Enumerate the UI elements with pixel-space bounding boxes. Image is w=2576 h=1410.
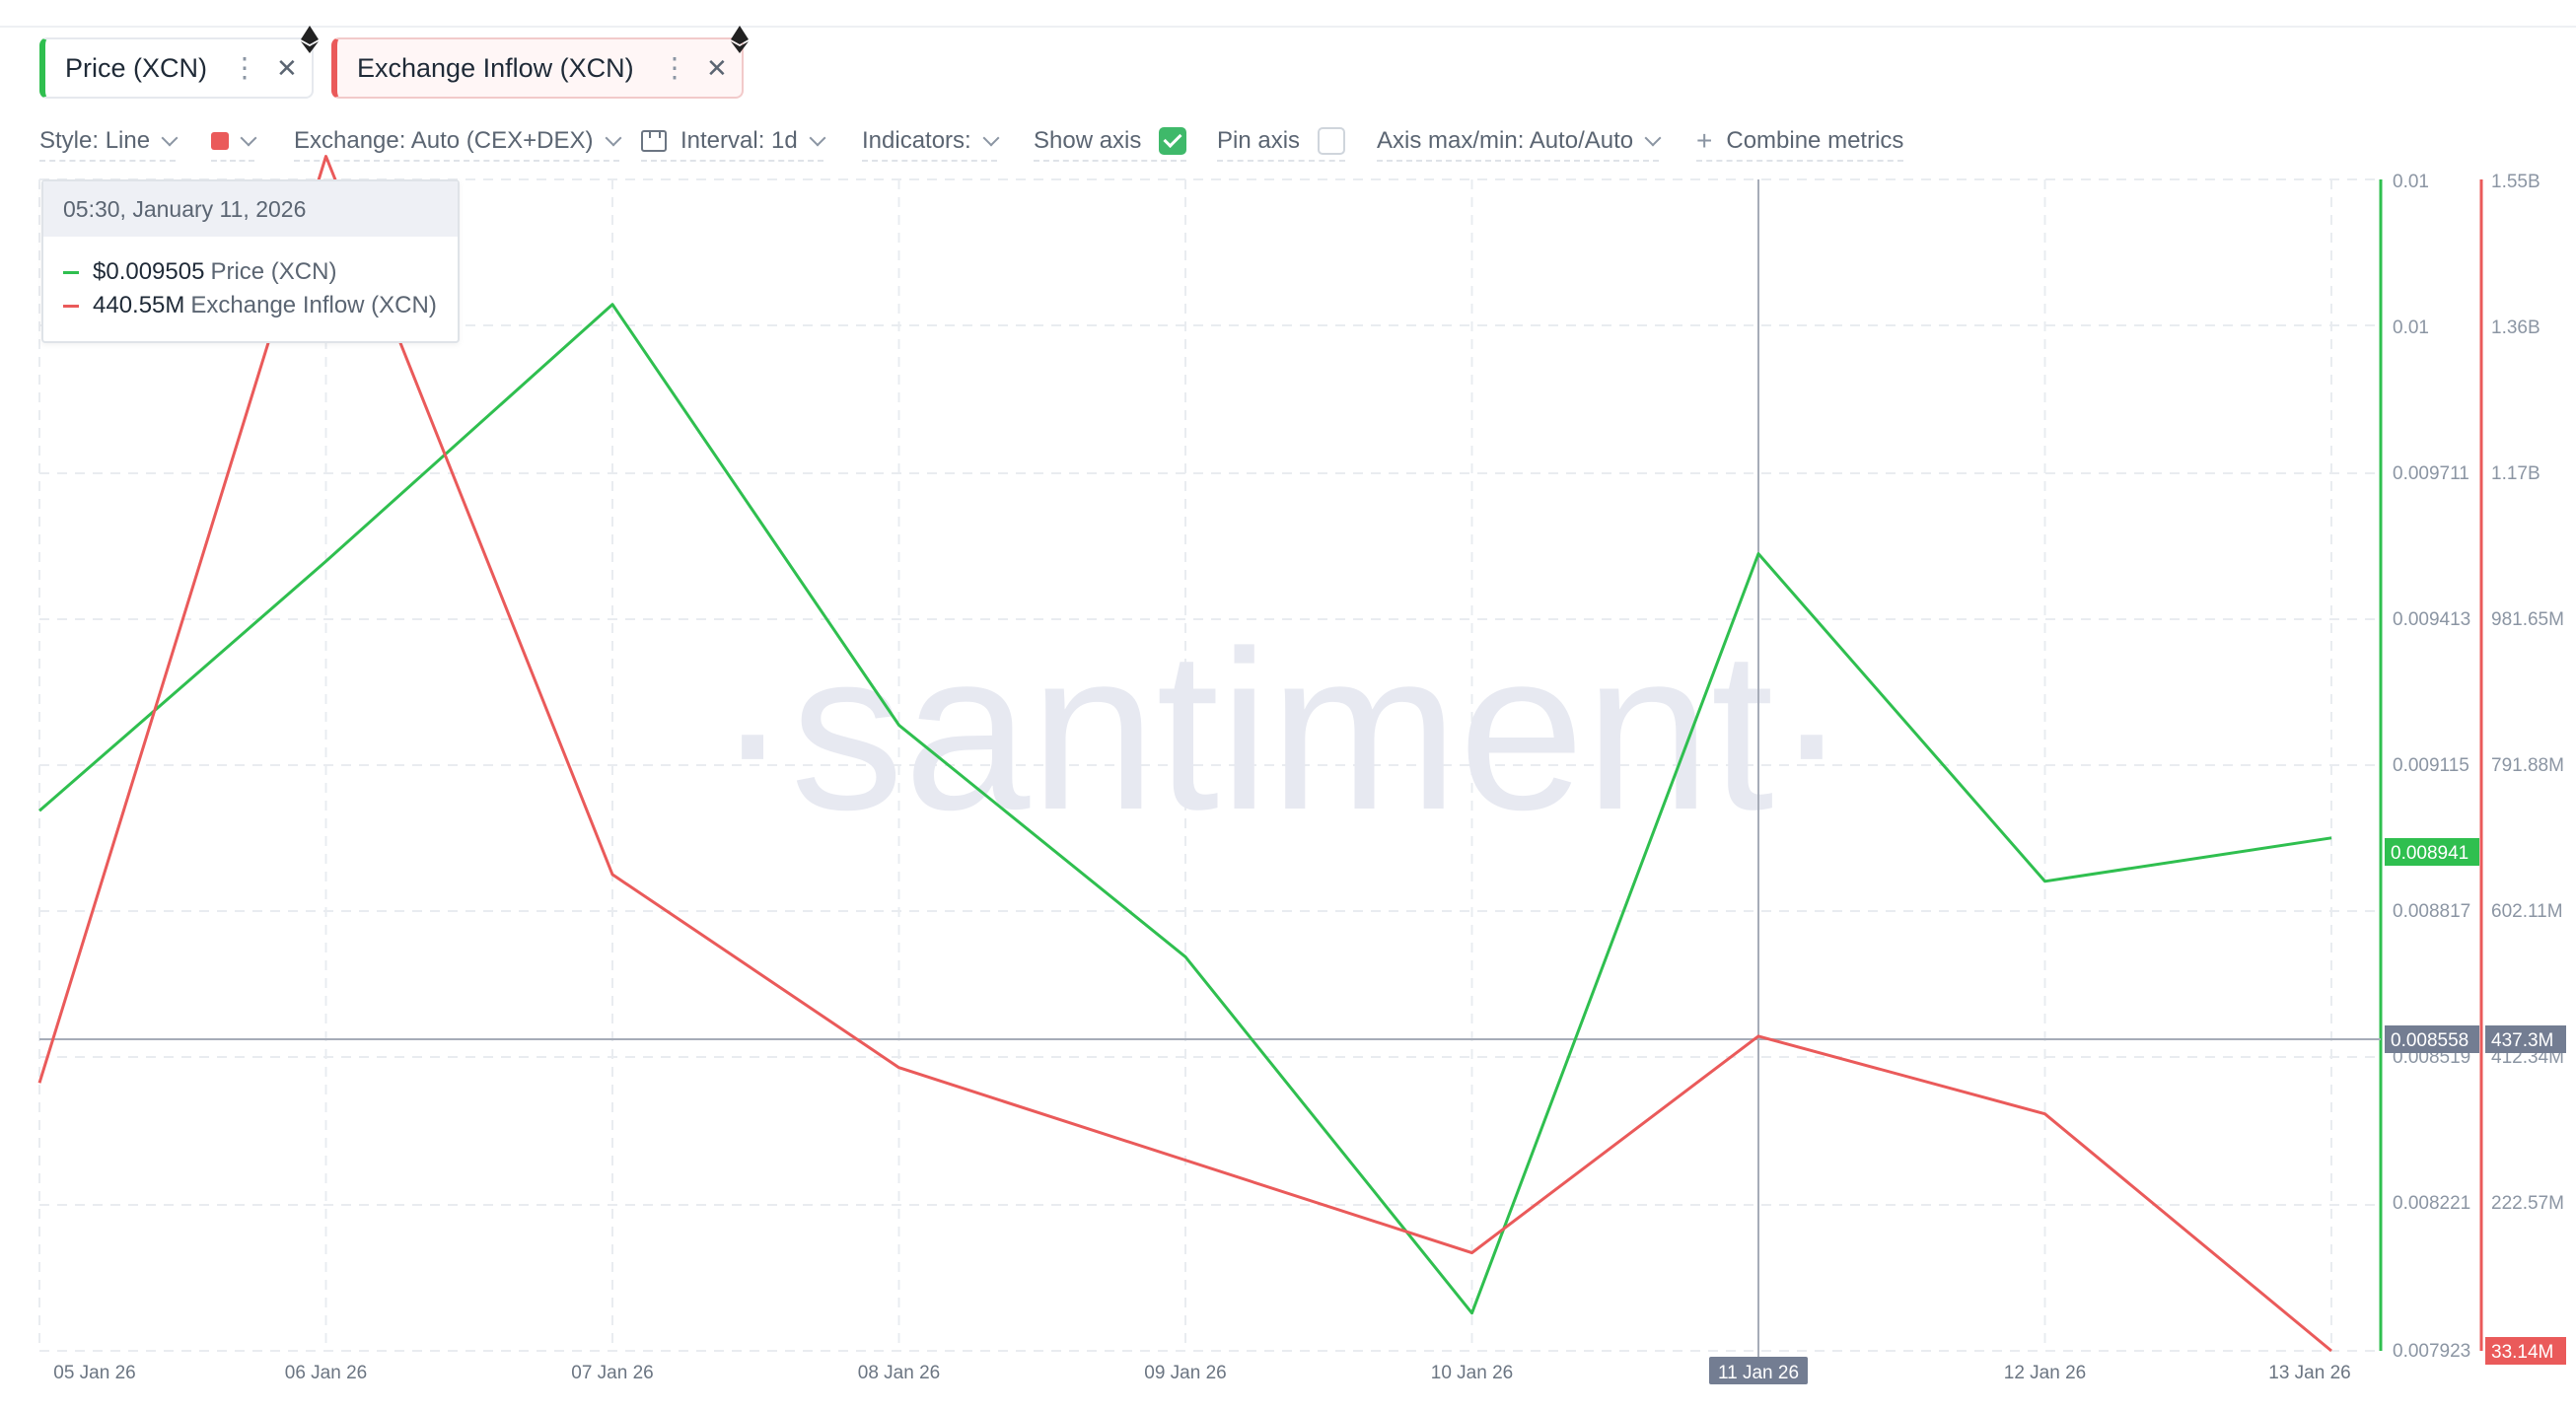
tooltip-inflow-name: Exchange Inflow (XCN) — [190, 292, 437, 318]
close-icon[interactable]: ✕ — [706, 53, 728, 83]
close-icon[interactable]: ✕ — [276, 53, 298, 83]
x-tick-label: 08 Jan 26 — [858, 1363, 940, 1383]
more-vertical-icon[interactable]: ⋮ — [661, 52, 688, 83]
x-axis-ticks: 05 Jan 26 06 Jan 26 07 Jan 26 08 Jan 26 09 J… — [53, 1357, 2351, 1384]
price-tick-label: 0.01 — [2393, 172, 2429, 192]
indicators-label: Indicators: — [862, 127, 971, 154]
price-tick-label: 0.007923 — [2393, 1341, 2470, 1362]
inflow-axis-ticks: 1.55B1.36B1.17B981.65M791.88M602.11M412.… — [2491, 172, 2564, 1214]
combine-metrics-button[interactable]: + Combine metrics — [1696, 122, 1904, 162]
price-tick-label: 0.008817 — [2393, 901, 2470, 922]
inflow-tick-label: 602.11M — [2491, 901, 2563, 922]
tooltip-price-name: Price (XCN) — [210, 258, 337, 285]
ethereum-icon — [301, 26, 319, 53]
inflow-tick-label: 1.55B — [2491, 172, 2540, 192]
axis-badges: 0.008941 0.008558 437.3M 33.14M — [2385, 838, 2566, 1365]
x-tick-label: 05 Jan 26 — [53, 1363, 135, 1383]
price-tick-label: 0.008221 — [2393, 1193, 2470, 1214]
inflow-crosshair-badge-bg — [2485, 1025, 2566, 1053]
inflow-tick-label: 1.36B — [2491, 317, 2540, 338]
metric-tab-exchange-inflow[interactable]: Exchange Inflow (XCN) ⋮ ✕ — [331, 26, 749, 99]
x-tick-label: 13 Jan 26 — [2268, 1363, 2350, 1383]
combine-metrics-label: Combine metrics — [1726, 127, 1904, 154]
exchange-dropdown[interactable]: Exchange: Auto (CEX+DEX) — [294, 122, 621, 162]
more-vertical-icon[interactable]: ⋮ — [231, 52, 258, 83]
inflow-current-badge-bg — [2485, 1337, 2566, 1365]
price-crosshair-badge-bg — [2385, 1025, 2479, 1053]
pin-axis-label: Pin axis — [1217, 127, 1301, 154]
tooltip-inflow-value: 440.55M — [93, 292, 185, 318]
x-tick-label: 10 Jan 26 — [1431, 1363, 1513, 1383]
inflow-tick-label: 222.57M — [2491, 1193, 2564, 1214]
price-tick-label: 0.009413 — [2393, 609, 2470, 630]
metric-tab-price-label: Price (XCN) — [65, 52, 208, 83]
chart-axes — [2379, 179, 2483, 1351]
checkbox-checked-icon[interactable] — [1159, 127, 1187, 155]
style-label: Style: Line — [39, 127, 151, 154]
color-swatch — [211, 132, 229, 150]
inflow-current-badge: 33.14M — [2491, 1342, 2553, 1363]
calendar-icon — [641, 130, 667, 152]
crosshair — [39, 179, 2381, 1357]
metric-tab-inflow-label: Exchange Inflow (XCN) — [357, 52, 634, 83]
show-axis-label: Show axis — [1034, 127, 1142, 154]
x-tick-label: 07 Jan 26 — [571, 1363, 653, 1383]
show-axis-toggle[interactable]: Show axis — [1034, 122, 1187, 162]
price-legend-dash — [63, 270, 79, 274]
inflow-tick-label: 791.88M — [2491, 755, 2564, 776]
metric-tab-price[interactable]: Price (XCN) ⋮ ✕ — [39, 26, 319, 99]
price-tick-label: 0.01 — [2393, 317, 2429, 338]
indicators-dropdown[interactable]: Indicators: — [862, 122, 1000, 162]
axis-maxmin-label: Axis max/min: Auto/Auto — [1377, 127, 1634, 154]
top-divider — [0, 26, 2576, 28]
x-tick-label: 11 Jan 26 — [1718, 1363, 1799, 1383]
checkbox-empty-icon[interactable] — [1318, 127, 1346, 155]
exchange-label: Exchange: Auto (CEX+DEX) — [294, 127, 594, 154]
x-tick-label: 12 Jan 26 — [2004, 1363, 2086, 1383]
x-tick-highlight — [1709, 1357, 1808, 1384]
price-tick-label: 0.009711 — [2393, 463, 2469, 484]
price-crosshair-badge: 0.008558 — [2391, 1030, 2469, 1051]
tooltip-price-row: $0.009505 Price (XCN) — [63, 258, 336, 286]
price-tick-label: 0.009115 — [2393, 755, 2469, 776]
price-series-line — [38, 303, 2332, 1315]
tooltip-inflow-row: 440.55M Exchange Inflow (XCN) — [63, 292, 437, 319]
tooltip-date: 05:30, January 11, 2026 — [43, 181, 458, 237]
color-picker[interactable] — [211, 122, 257, 162]
inflow-tick-label: 981.65M — [2491, 609, 2564, 630]
axis-maxmin-dropdown[interactable]: Axis max/min: Auto/Auto — [1377, 122, 1662, 162]
inflow-crosshair-badge: 437.3M — [2491, 1030, 2553, 1051]
price-current-badge-bg — [2385, 838, 2479, 866]
interval-dropdown[interactable]: Interval: 1d — [641, 122, 826, 162]
chart-tooltip: 05:30, January 11, 2026 $0.009505 Price … — [41, 179, 460, 343]
santiment-watermark: ·santiment· — [715, 603, 1849, 857]
inflow-tick-label: 1.17B — [2491, 463, 2540, 484]
style-dropdown[interactable]: Style: Line — [39, 122, 179, 162]
pin-axis-toggle[interactable]: Pin axis — [1217, 122, 1346, 162]
x-tick-label: 09 Jan 26 — [1144, 1363, 1226, 1383]
inflow-legend-dash — [63, 304, 79, 308]
plus-icon: + — [1696, 125, 1713, 156]
interval-label: Interval: 1d — [680, 127, 798, 154]
ethereum-icon — [731, 26, 749, 53]
x-tick-label: 06 Jan 26 — [285, 1363, 367, 1383]
price-current-badge: 0.008941 — [2391, 843, 2469, 864]
tooltip-price-value: $0.009505 — [93, 258, 205, 285]
price-axis-ticks: 0.01 0.01 0.009711 0.009413 0.009115 0.008817… — [2393, 172, 2470, 1362]
